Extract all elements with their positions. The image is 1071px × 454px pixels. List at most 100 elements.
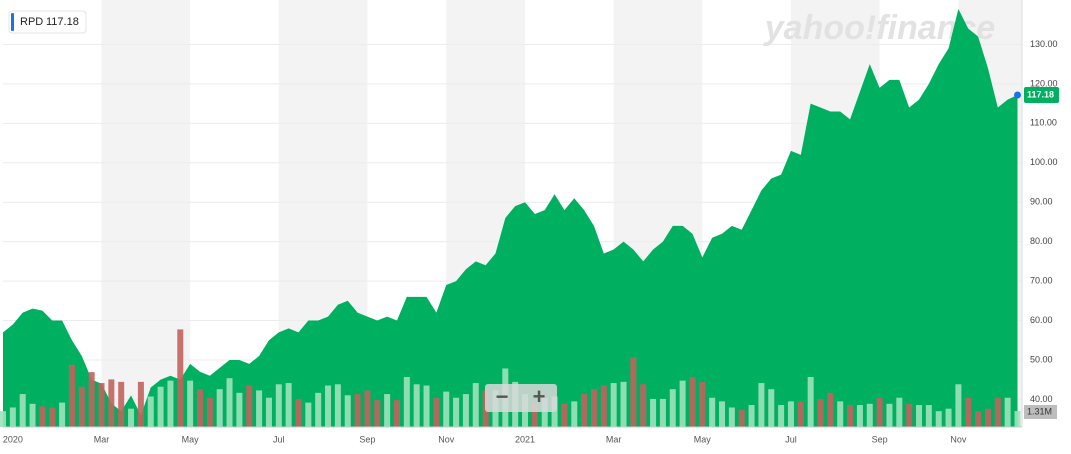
volume-bar xyxy=(748,405,755,427)
y-tick-label: 60.00 xyxy=(1030,315,1053,325)
volume-bar xyxy=(78,386,85,427)
y-tick-label: 50.00 xyxy=(1030,354,1053,364)
volume-bar xyxy=(797,401,804,427)
x-tick-label: May xyxy=(694,434,712,444)
volume-bar xyxy=(39,406,46,427)
volume-bar xyxy=(925,405,932,427)
volume-bar xyxy=(866,403,873,427)
volume-bar xyxy=(364,390,371,427)
volume-bar xyxy=(108,379,115,427)
x-ticks: 2020 Mar May Jul Sep Nov 2021 Mar May Jul Sep Nov xyxy=(3,434,967,444)
volume-bar xyxy=(807,376,814,427)
x-tick-label: Mar xyxy=(94,434,110,444)
volume-bar xyxy=(679,380,686,427)
volume-bar xyxy=(768,389,775,427)
volume-bar xyxy=(571,401,578,427)
volume-bar xyxy=(916,405,923,427)
volume-bar xyxy=(177,329,184,427)
volume-bar xyxy=(659,398,666,427)
volume-bar xyxy=(305,402,312,427)
y-tick-label: 110.00 xyxy=(1030,118,1057,128)
volume-bar xyxy=(344,395,351,427)
volume-bar xyxy=(709,397,716,427)
volume-bar xyxy=(9,407,16,427)
volume-bar xyxy=(699,381,706,427)
tags: 117.18 1.31M xyxy=(1014,87,1059,420)
volume-bar xyxy=(285,383,292,427)
badge-accent xyxy=(11,13,14,31)
volume-bar xyxy=(778,405,785,427)
y-tick-label: 100.00 xyxy=(1030,157,1058,167)
volume-bar xyxy=(620,381,627,427)
volume-bar xyxy=(787,401,794,427)
y-tick-label: 130.00 xyxy=(1030,39,1058,49)
volume-bar xyxy=(413,384,420,427)
plot xyxy=(3,8,1018,427)
volume-bar xyxy=(847,405,854,427)
volume-bar xyxy=(472,383,479,427)
price-area xyxy=(3,8,1018,427)
volume-bar xyxy=(541,397,548,427)
volume-bar xyxy=(876,397,883,427)
volume-bar xyxy=(157,386,164,427)
volume-bar xyxy=(354,394,361,427)
volume-bar xyxy=(128,408,135,427)
volume-bar xyxy=(531,402,538,427)
volume-tag xyxy=(1024,405,1057,420)
volume-bar xyxy=(561,403,568,427)
volume-bar xyxy=(590,389,597,427)
volume-bar xyxy=(1004,397,1011,427)
volume-bar xyxy=(226,378,233,427)
volume-bar xyxy=(0,411,6,427)
x-tick-label: 2021 xyxy=(515,434,535,444)
volume-bar xyxy=(68,364,75,427)
volume-bar xyxy=(295,398,302,427)
zoom-in-button[interactable]: + xyxy=(533,384,546,409)
volume-bar xyxy=(600,385,607,427)
volume-bar xyxy=(965,397,972,427)
volume-bar xyxy=(994,397,1001,427)
y-tick-label: 70.00 xyxy=(1030,275,1053,285)
volume-bar xyxy=(384,394,391,427)
volume-bar xyxy=(19,394,26,427)
volume-bar xyxy=(275,384,282,427)
volume-bar xyxy=(837,401,844,427)
volume-bar xyxy=(827,392,834,427)
volume-bar xyxy=(256,390,263,427)
x-tick-label: Sep xyxy=(872,434,888,444)
volume-bar xyxy=(817,398,824,427)
x-tick-label: Jul xyxy=(785,434,797,444)
y-ticks: 40.00 50.00 60.00 70.00 80.00 90.00 100.00 110.… xyxy=(1030,39,1058,404)
volume-bar xyxy=(975,411,982,427)
volume-bar xyxy=(196,389,203,427)
month-band xyxy=(101,0,191,427)
volume-bar xyxy=(738,409,745,427)
ticker-badge: RPD 117.18 xyxy=(8,10,87,34)
volume-bar xyxy=(610,383,617,427)
badge-ticker: RPD xyxy=(20,16,43,28)
volume-bar xyxy=(758,383,765,427)
x-tick-label: May xyxy=(182,434,200,444)
volume-bar xyxy=(423,385,430,427)
volume-bar xyxy=(315,392,322,427)
volume-bar xyxy=(147,396,154,427)
volume-bar xyxy=(462,394,469,427)
volume-bar xyxy=(856,405,863,427)
x-tick-label: Nov xyxy=(438,434,455,444)
volume-bar xyxy=(187,380,194,427)
volume-bar xyxy=(886,403,893,427)
zoom-controls: − + xyxy=(485,384,557,412)
x-tick-label: Mar xyxy=(606,434,622,444)
volume-bar xyxy=(443,391,450,427)
last-price-dot xyxy=(1014,91,1021,99)
badge-price: 117.18 xyxy=(46,16,79,28)
zoom-out-button[interactable]: − xyxy=(496,384,509,409)
volume-bar xyxy=(640,384,647,427)
volume-bar xyxy=(581,394,588,427)
volume-bar xyxy=(906,403,913,427)
y-tick-label: 90.00 xyxy=(1030,197,1053,207)
x-tick-label: Sep xyxy=(359,434,375,444)
volume-bar xyxy=(59,402,66,427)
volume-bar xyxy=(206,397,213,427)
x-tick-label: Nov xyxy=(950,434,967,444)
